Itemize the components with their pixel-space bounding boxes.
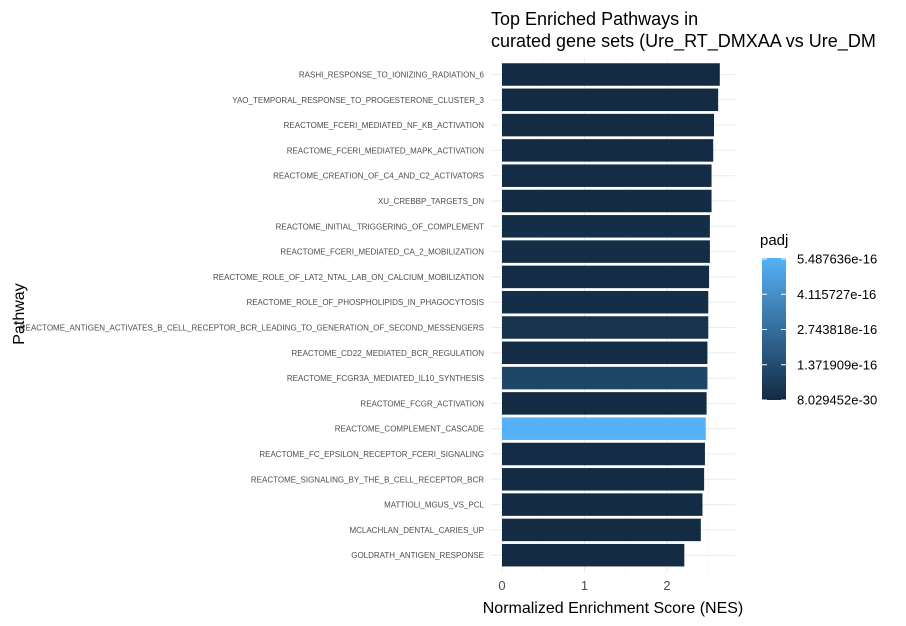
- bar: [502, 240, 710, 263]
- bar: [502, 392, 707, 415]
- chart-title-line-1: Top Enriched Pathways in: [491, 9, 698, 29]
- category-label: REACTOME_FCERI_MEDIATED_CA_2_MOBILIZATIO…: [280, 248, 484, 257]
- category-label: REACTOME_FCGR3A_MEDIATED_IL10_SYNTHESIS: [287, 374, 484, 383]
- bar: [502, 189, 712, 213]
- category-label: REACTOME_FCERI_MEDIATED_MAPK_ACTIVATION: [287, 146, 484, 155]
- category-label: RASHI_RESPONSE_TO_IONIZING_RADIATION_6: [299, 71, 485, 80]
- category-label: REACTOME_SIGNALING_BY_THE_B_CELL_RECEPTO…: [251, 475, 484, 484]
- bar: [502, 290, 709, 314]
- category-label: YAO_TEMPORAL_RESPONSE_TO_PROGESTERONE_CL…: [232, 96, 484, 105]
- category-label: REACTOME_CD22_MEDIATED_BCR_REGULATION: [292, 349, 485, 358]
- x-axis-title: Normalized Enrichment Score (NES): [483, 600, 744, 617]
- legend-label: 1.371909e-16: [797, 357, 877, 372]
- y-axis-title: Pathway: [11, 283, 28, 344]
- category-label: REACTOME_FCGR_ACTIVATION: [360, 399, 484, 408]
- category-label: GOLDRATH_ANTIGEN_RESPONSE: [351, 551, 484, 560]
- legend-label: 4.115727e-16: [797, 287, 876, 302]
- legend-title: padj: [760, 232, 788, 249]
- bars: [502, 63, 720, 567]
- bar: [502, 139, 714, 162]
- legend-label: 5.487636e-16: [797, 252, 877, 267]
- x-tick-labels: 0 1 2: [498, 578, 670, 593]
- x-tick-label: 0: [498, 578, 505, 593]
- category-label: XU_CREBBP_TARGETS_DN: [378, 197, 484, 206]
- category-label: REACTOME_ROLE_OF_LAT2_NTAL_LAB_ON_CALCIU…: [213, 273, 484, 282]
- bar: [502, 417, 706, 440]
- category-label: REACTOME_CREATION_OF_C4_AND_C2_ACTIVATOR…: [273, 172, 484, 181]
- category-label: MCLACHLAN_DENTAL_CARIES_UP: [349, 526, 484, 535]
- legend: padj 5.487636e-16 4.115727e-16 2.743818e-1…: [760, 232, 877, 408]
- bar: [502, 316, 709, 339]
- bar: [502, 468, 705, 491]
- bar: [502, 88, 719, 112]
- category-label: REACTOME_ANTIGEN_ACTIVATES_B_CELL_RECEPT…: [20, 324, 484, 333]
- legend-label: 2.743818e-16: [797, 322, 877, 337]
- category-labels: RASHI_RESPONSE_TO_IONIZING_RADIATION_6 YA…: [20, 71, 485, 561]
- bar: [502, 215, 710, 238]
- bar: [502, 113, 715, 137]
- x-tick-label: 1: [581, 578, 588, 593]
- category-label: REACTOME_INITIAL_TRIGGERING_OF_COMPLEMEN…: [276, 222, 484, 231]
- bar: [502, 341, 708, 365]
- category-label: REACTOME_FCERI_MEDIATED_NF_KB_ACTIVATION: [284, 121, 485, 130]
- bar: [502, 442, 705, 466]
- category-label: REACTOME_ROLE_OF_PHOSPHOLIPIDS_IN_PHAGOC…: [246, 298, 484, 307]
- legend-label: 8.029452e-30: [797, 393, 877, 408]
- category-label: REACTOME_FC_EPSILON_RECEPTOR_FCERI_SIGNA…: [259, 450, 484, 459]
- bar: [502, 265, 710, 289]
- bar: [502, 164, 712, 187]
- bar: [502, 493, 703, 516]
- bar: [502, 63, 720, 86]
- chart-title-line-2: curated gene sets (Ure_RT_DMXAA vs Ure_D…: [491, 31, 876, 52]
- legend-ticks: 5.487636e-16 4.115727e-16 2.743818e-16 1.37…: [762, 252, 877, 408]
- x-tick-label: 2: [663, 578, 670, 593]
- bar: [502, 366, 708, 390]
- chart-title: Top Enriched Pathways in curated gene se…: [491, 9, 876, 52]
- bar: [502, 543, 685, 567]
- category-label: MATTIOLI_MGUS_VS_PCL: [384, 501, 484, 510]
- bar: [502, 518, 701, 542]
- category-label: REACTOME_COMPLEMENT_CASCADE: [335, 425, 484, 434]
